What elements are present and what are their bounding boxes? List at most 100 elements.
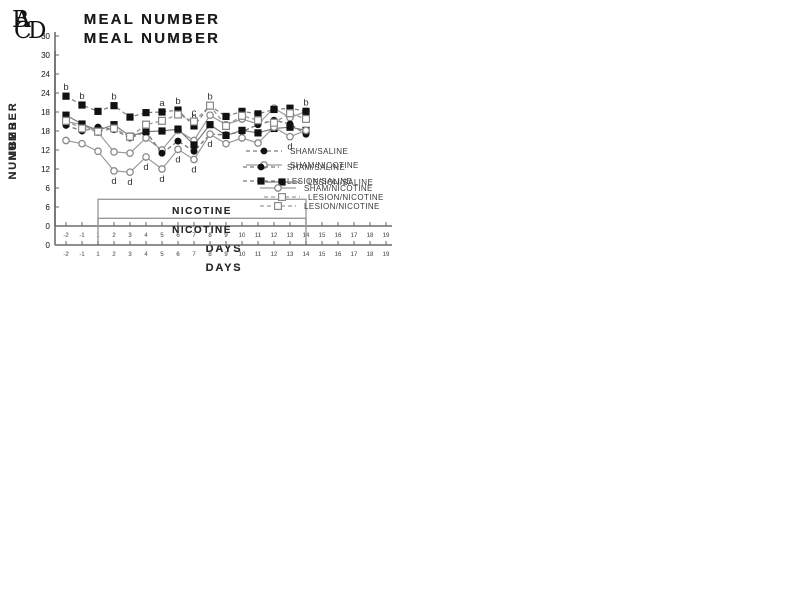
- x-tick-label: 9: [224, 233, 228, 239]
- x-tick-label: -2: [63, 233, 69, 239]
- x-tick-label: 19: [383, 233, 390, 239]
- x-tick-label: 5: [160, 233, 164, 239]
- data-point: [110, 102, 118, 110]
- panel-letter: A: [13, 7, 31, 33]
- significance-marker: d: [143, 162, 148, 173]
- data-point: [174, 137, 182, 145]
- x-tick-label: 11: [255, 252, 262, 258]
- x-tick-label: 17: [351, 252, 358, 258]
- x-tick-label: 12: [271, 252, 278, 258]
- y-tick-label: 12: [41, 165, 50, 174]
- data-point: [125, 132, 134, 141]
- panel-letter: B: [12, 7, 29, 33]
- data-point: [142, 109, 150, 117]
- panel-letter: D: [28, 18, 46, 44]
- x-tick-label: 18: [367, 252, 374, 258]
- y-tick-label: 12: [41, 146, 50, 155]
- x-tick-label: 7: [192, 233, 196, 239]
- legend-label: LESION/NICOTINE: [304, 202, 380, 211]
- treatment-box-label: NICOTINE: [172, 206, 232, 217]
- y-tick-label: 24: [41, 89, 50, 98]
- data-point: [190, 141, 198, 149]
- x-tick-label: 5: [160, 252, 164, 258]
- y-tick-label: 24: [41, 70, 50, 79]
- x-tick-label: 14: [303, 252, 310, 258]
- x-tick-label: 6: [176, 252, 180, 258]
- data-point: [254, 116, 263, 125]
- x-tick-label: 7: [192, 252, 196, 258]
- significance-marker: b: [303, 97, 308, 108]
- treatment-box-label: NICOTINE: [172, 225, 232, 236]
- x-tick-label: -2: [63, 252, 69, 258]
- x-tick-label: 14: [303, 252, 310, 258]
- significance-marker: a: [159, 98, 165, 109]
- data-point: [238, 107, 246, 115]
- series-line-sham-nicotine: [65, 126, 307, 173]
- x-tick-label: 5: [160, 233, 164, 239]
- data-point: [62, 111, 70, 119]
- data-point: [78, 120, 86, 128]
- panel-letter: C: [14, 18, 32, 44]
- data-point: [206, 111, 214, 120]
- data-point: [78, 101, 86, 109]
- data-point: [238, 111, 247, 120]
- significance-marker: c: [192, 108, 197, 119]
- significance-marker: d: [111, 176, 116, 187]
- y-tick-label: 30: [41, 32, 50, 41]
- data-point: [238, 134, 246, 142]
- data-point: [222, 112, 230, 121]
- y-tick-label: 6: [46, 203, 51, 212]
- data-point: [174, 110, 183, 119]
- data-point: [142, 120, 151, 129]
- data-point: [62, 92, 70, 100]
- x-axis-label: DAYS: [206, 243, 243, 255]
- x-tick-label: 6: [176, 233, 180, 239]
- data-point: [274, 202, 283, 211]
- data-point: [270, 105, 278, 114]
- data-point: [257, 163, 265, 171]
- x-tick-label: 4: [144, 233, 148, 239]
- y-tick-label: 18: [41, 108, 50, 117]
- x-tick-label: 19: [383, 252, 390, 258]
- x-tick-label: 11: [255, 252, 262, 258]
- data-point: [286, 132, 294, 141]
- x-tick-label: 4: [144, 252, 148, 258]
- legend-label: SHAM/NICOTINE: [304, 184, 373, 193]
- data-point: [206, 101, 215, 110]
- x-tick-label: 19: [383, 252, 390, 258]
- series-line-lesion-saline: [65, 95, 307, 127]
- data-point: [190, 122, 198, 130]
- x-tick-label: 15: [319, 233, 326, 239]
- x-tick-label: 7: [192, 233, 196, 239]
- x-tick-label: 10: [239, 233, 246, 239]
- significance-marker: d: [127, 177, 132, 188]
- significance-marker: d: [287, 142, 292, 153]
- x-axis-label: DAYS: [206, 262, 243, 274]
- x-tick-label: 2: [112, 233, 116, 239]
- data-point: [142, 128, 150, 136]
- data-point: [110, 148, 118, 156]
- x-tick-label: 4: [144, 233, 148, 239]
- legend-label: LESION/SALINE: [287, 177, 352, 186]
- y-tick-label: 30: [41, 51, 50, 60]
- data-point: [190, 117, 199, 126]
- x-tick-label: 13: [287, 252, 294, 258]
- data-point: [286, 109, 295, 118]
- legend-label: SHAM/SALINE: [290, 147, 348, 156]
- x-tick-label: 15: [319, 252, 326, 258]
- y-tick-label: 6: [46, 203, 51, 212]
- y-axis-label: NUMBER: [7, 101, 19, 160]
- x-tick-label: 15: [319, 233, 326, 239]
- x-tick-label: -1: [79, 233, 85, 239]
- data-point: [174, 125, 182, 133]
- y-tick-label: 0: [46, 222, 51, 231]
- y-tick-label: 0: [46, 241, 51, 250]
- treatment-box: [97, 217, 307, 245]
- x-tick-label: 12: [271, 233, 278, 239]
- x-tick-label: 3: [128, 233, 132, 239]
- x-tick-label: 18: [367, 233, 374, 239]
- series-line-lesion-nicotine: [65, 104, 307, 138]
- data-point: [206, 130, 214, 139]
- y-axis-label: NUMBER: [7, 120, 19, 179]
- x-tick-label: 1: [96, 252, 100, 258]
